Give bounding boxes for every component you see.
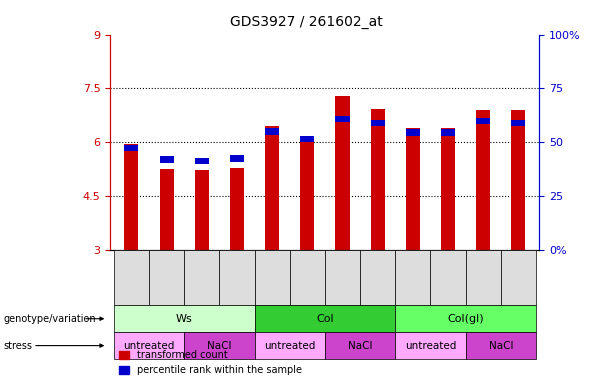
Bar: [511, 110, 525, 250]
Text: NaCl: NaCl: [489, 341, 513, 351]
Bar: [441, 129, 455, 250]
Text: untreated: untreated: [264, 341, 316, 351]
Bar: [335, 96, 349, 250]
Bar: [265, 126, 279, 250]
Text: Col: Col: [316, 314, 333, 324]
Text: untreated: untreated: [123, 341, 175, 351]
Bar: [230, 168, 244, 250]
Bar: [159, 156, 173, 163]
Bar: [124, 144, 139, 250]
Bar: [195, 158, 209, 164]
Bar: [335, 116, 349, 122]
Bar: [371, 119, 385, 126]
Bar: [230, 156, 244, 162]
Text: GDS3927 / 261602_at: GDS3927 / 261602_at: [230, 15, 383, 29]
Text: genotype/variation: genotype/variation: [3, 314, 96, 324]
Text: Ws: Ws: [176, 314, 192, 324]
Bar: [476, 110, 490, 250]
Bar: [124, 145, 139, 151]
Bar: [476, 118, 490, 124]
Text: untreated: untreated: [405, 341, 456, 351]
Bar: [195, 170, 209, 250]
Bar: [300, 138, 314, 250]
Text: NaCl: NaCl: [207, 341, 232, 351]
Bar: [511, 119, 525, 126]
Text: stress: stress: [3, 341, 32, 351]
Bar: [159, 169, 173, 250]
Text: NaCl: NaCl: [348, 341, 372, 351]
Bar: [265, 129, 279, 135]
Bar: [406, 129, 420, 136]
Text: Col(gl): Col(gl): [447, 314, 484, 324]
Bar: [371, 109, 385, 250]
Bar: [300, 136, 314, 142]
Legend: transformed count, percentile rank within the sample: transformed count, percentile rank withi…: [115, 346, 305, 379]
Bar: [441, 129, 455, 136]
Bar: [406, 129, 420, 250]
